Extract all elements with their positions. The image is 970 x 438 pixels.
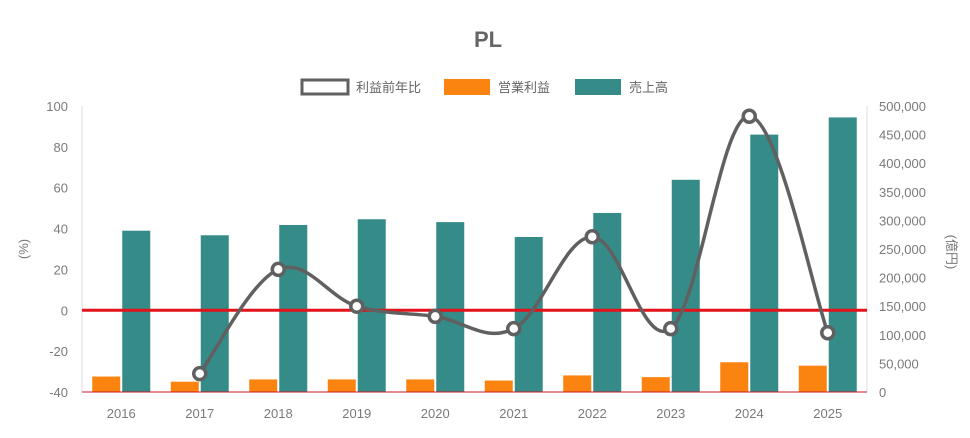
legend-label-operating-profit: 営業利益 (498, 80, 550, 95)
legend-swatch-operating-profit (444, 79, 490, 95)
legend[interactable]: 利益前年比 営業利益 売上高 (300, 78, 668, 96)
point-profit-ratio (663, 320, 679, 337)
y-right-tick-label: 50,000 (879, 356, 919, 371)
bar-operating-profit (249, 379, 278, 392)
bar-sales (279, 224, 308, 392)
x-tick-label: 2022 (578, 406, 607, 421)
y-right-tick-label: 200,000 (879, 271, 926, 286)
y-right-tick-label: 100,000 (879, 328, 926, 343)
y-left-tick-label: 20 (54, 262, 68, 277)
chart-title: PL (474, 27, 502, 52)
point-profit-ratio (820, 325, 836, 341)
y-right-tick-label: 450,000 (879, 128, 926, 143)
y-left-tick-label: 60 (54, 181, 68, 196)
x-tick-label: 2020 (421, 406, 450, 421)
bar-operating-profit (720, 362, 749, 392)
y-left-tick-label: 0 (61, 303, 68, 318)
bar-operating-profit (798, 365, 827, 392)
y-left-tick-label: 100 (46, 99, 68, 114)
x-tick-label: 2017 (185, 406, 214, 421)
bar-sales (436, 222, 465, 392)
bar-sales (593, 212, 622, 392)
bar-operating-profit (484, 380, 513, 392)
plot-area: 100 80 60 40 20 0 -20 -40 500,000 450,000 400,000 3… (46, 99, 926, 421)
bar-sales (671, 179, 700, 392)
x-tick-label: 2021 (499, 406, 528, 421)
y-right-tick-label: 150,000 (879, 299, 926, 314)
y-right-tick-label: 300,000 (879, 213, 926, 228)
point-profit-ratio (349, 298, 365, 314)
y-right-tick-label: 350,000 (879, 185, 926, 200)
y-right-tick-label: 400,000 (879, 156, 926, 171)
point-profit-ratio (584, 228, 600, 245)
y-left-tick-label: -20 (49, 344, 68, 359)
bar-operating-profit (406, 379, 435, 392)
bar-operating-profit (92, 376, 121, 392)
x-tick-label: 2025 (813, 406, 842, 421)
bar-sales (828, 117, 857, 392)
x-tick-label: 2016 (107, 406, 136, 421)
y-right-axis-label: (億円) (944, 235, 959, 270)
point-profit-ratio (192, 365, 208, 382)
point-profit-ratio (506, 320, 522, 337)
point-profit-ratio (741, 108, 757, 124)
y-left-tick-label: 40 (54, 222, 68, 237)
y-right-tick-label: 0 (879, 385, 886, 400)
legend-label-sales: 売上高 (629, 80, 668, 95)
point-profit-ratio (270, 261, 286, 278)
x-tick-label: 2018 (264, 406, 293, 421)
x-tick-label: 2023 (656, 406, 685, 421)
bar-operating-profit (327, 379, 356, 392)
y-left-tick-label: -40 (49, 385, 68, 400)
bar-sales (750, 134, 779, 392)
bar-operating-profit (170, 381, 199, 392)
legend-label-ratio: 利益前年比 (356, 80, 421, 95)
legend-swatch-ratio (300, 78, 350, 96)
bar-operating-profit (641, 377, 670, 392)
x-tick-label: 2019 (342, 406, 371, 421)
y-left-tick-label: 80 (54, 140, 68, 155)
legend-swatch-sales (575, 79, 621, 95)
bar-operating-profit (563, 375, 592, 392)
x-tick-label: 2024 (735, 406, 764, 421)
y-left-axis-label: (%) (16, 239, 31, 259)
point-profit-ratio (427, 308, 443, 325)
y-right-tick-label: 500,000 (879, 99, 926, 114)
y-right-tick-label: 250,000 (879, 242, 926, 257)
